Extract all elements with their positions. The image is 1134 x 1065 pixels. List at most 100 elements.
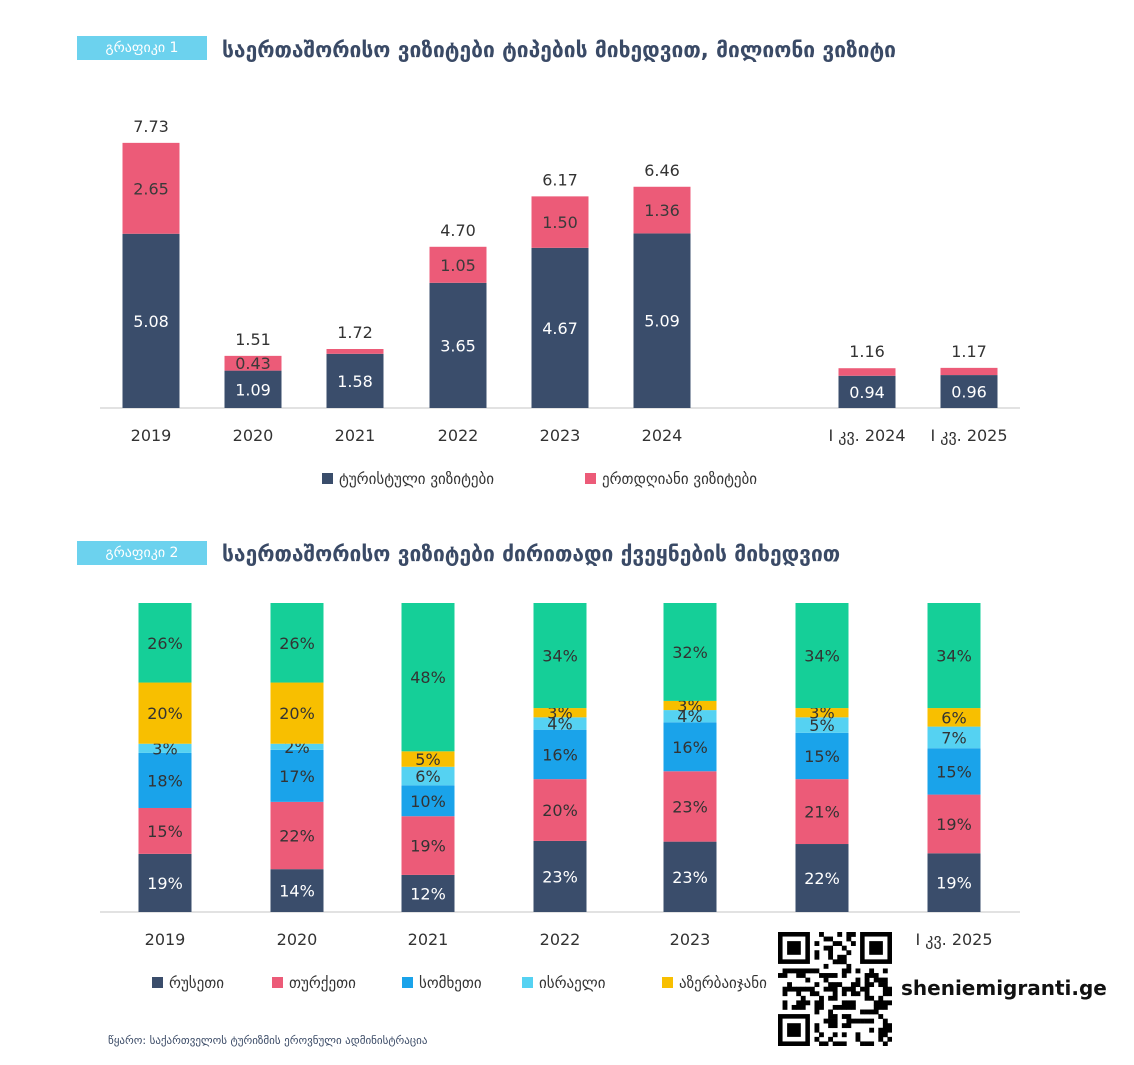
qr-module <box>828 954 834 960</box>
chart2-legend-label: აზერბაიჯანი <box>679 974 767 992</box>
qr-module <box>805 977 811 983</box>
qr-module <box>878 1027 884 1033</box>
chart2-data-label: 3% <box>809 704 834 723</box>
chart2-x-tick: 2022 <box>540 930 581 949</box>
qr-module <box>823 1018 829 1024</box>
chart2-bar-segment <box>927 748 981 795</box>
qr-module <box>841 968 847 974</box>
chart2-data-label: 5% <box>809 716 834 735</box>
chart2-data-label: 23% <box>672 797 708 816</box>
chart2-data-label: 4% <box>547 715 572 734</box>
chart2-x-tick: 2019 <box>145 930 186 949</box>
qr-module <box>814 1009 820 1015</box>
qr-module <box>887 986 892 992</box>
chart2-legend-swatch <box>662 977 673 988</box>
chart2-data-label: 3% <box>677 696 702 715</box>
qr-module <box>846 1018 852 1024</box>
qr-module <box>846 1014 852 1019</box>
qr-module <box>846 1023 852 1029</box>
qr-module <box>850 982 856 988</box>
chart1-bar-tourist <box>838 375 896 408</box>
qr-module <box>864 1018 870 1024</box>
qr-module <box>823 963 829 969</box>
chart1-bar-tourist <box>122 233 180 408</box>
qr-module <box>850 1004 856 1010</box>
chart2-bar-segment <box>927 853 981 912</box>
qr-module <box>828 995 834 1001</box>
chart2-data-label: 32% <box>672 643 708 662</box>
qr-module <box>837 1041 843 1046</box>
chart1-bar-sameday <box>838 368 896 376</box>
qr-module <box>837 954 843 960</box>
chart1-total-label: 1.72 <box>337 323 373 342</box>
chart1-data-label: 1.05 <box>440 256 476 275</box>
qr-module <box>837 959 843 965</box>
qr-module <box>814 1027 820 1033</box>
qr-module <box>782 991 788 997</box>
chart1-legend-swatch <box>322 473 333 484</box>
qr-module <box>846 950 852 956</box>
qr-module <box>878 1000 884 1006</box>
qr-module <box>850 1000 856 1006</box>
qr-module <box>832 1041 838 1046</box>
chart2-data-label: 18% <box>147 771 183 790</box>
chart2-data-label: 19% <box>936 815 972 834</box>
chart2-data-label: 6% <box>941 708 966 727</box>
qr-module <box>846 1004 852 1010</box>
qr-module <box>846 986 852 992</box>
qr-module <box>882 1027 888 1033</box>
chart1-bar-sameday <box>633 186 691 234</box>
qr-module <box>846 968 852 974</box>
qr-module <box>869 973 875 978</box>
qr-module <box>864 1041 870 1046</box>
qr-module <box>846 932 852 937</box>
chart2-legend-label: ისრაელი <box>539 974 606 992</box>
qr-module <box>869 1027 875 1033</box>
chart1-x-tick: 2019 <box>131 426 172 445</box>
qr-module <box>878 1004 884 1010</box>
chart1-data-label: 2.65 <box>133 179 169 198</box>
qr-module <box>850 932 856 937</box>
chart1-total-label: 6.46 <box>644 161 680 180</box>
qr-module <box>787 968 792 974</box>
qr-module <box>796 991 802 997</box>
chart2-bar-segment <box>270 682 324 744</box>
source-note: წყარო: საქართველოს ტურიზმის ეროვნული ადმ… <box>108 1034 428 1047</box>
qr-module <box>855 982 861 988</box>
qr-module <box>805 1000 811 1006</box>
chart2-legend-swatch <box>522 977 533 988</box>
chart1-data-label: 1.09 <box>235 380 271 399</box>
qr-module <box>846 963 852 969</box>
qr-module <box>878 1036 884 1042</box>
qr-module <box>805 986 811 992</box>
chart2-data-label: 15% <box>936 762 972 781</box>
chart1-bar-tourist <box>429 282 487 408</box>
qr-module <box>882 1018 888 1024</box>
qr-module <box>855 991 861 997</box>
chart1-bar-tourist <box>531 247 589 408</box>
qr-module <box>782 973 788 978</box>
chart2-bar-segment <box>533 708 587 718</box>
qr-module <box>814 991 820 997</box>
qr-module <box>878 982 884 988</box>
chart2-x-tick: 2021 <box>408 930 449 949</box>
qr-module <box>864 995 870 1001</box>
qr-module <box>841 954 847 960</box>
qr-module <box>796 1000 802 1006</box>
chart1-data-label: 0.94 <box>849 383 885 402</box>
qr-module <box>828 1014 834 1019</box>
qr-finder-core <box>787 1023 801 1037</box>
chart1-data-label: 1.50 <box>542 213 578 232</box>
chart2-data-label: 17% <box>279 767 315 786</box>
qr-module <box>796 968 802 974</box>
chart2-data-label: 20% <box>279 704 315 723</box>
chart2-legend-swatch <box>152 977 163 988</box>
qr-module <box>832 959 838 965</box>
chart2-bar-segment <box>270 603 324 683</box>
qr-module <box>841 1041 847 1046</box>
qr-module <box>878 1032 884 1038</box>
chart1-total-label: 1.51 <box>235 330 271 349</box>
chart2-bar-segment <box>795 603 849 709</box>
qr-module <box>850 991 856 997</box>
qr-module <box>832 1032 838 1038</box>
